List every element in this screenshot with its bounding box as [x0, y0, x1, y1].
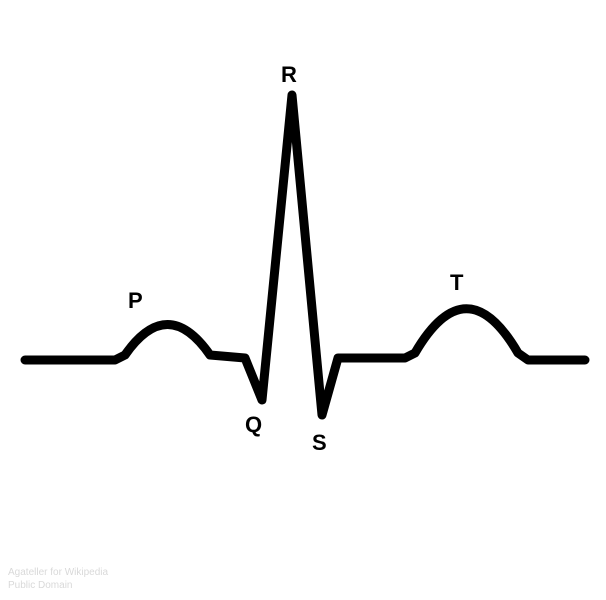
- ecg-waveform: [0, 0, 606, 600]
- ecg-diagram: P Q R S T Agateller for Wikipedia Public…: [0, 0, 606, 600]
- label-p: P: [128, 288, 143, 314]
- credit-line-2: Public Domain: [8, 580, 108, 593]
- credit-line-1: Agateller for Wikipedia: [8, 567, 108, 580]
- label-r: R: [281, 62, 297, 88]
- label-q: Q: [245, 412, 262, 438]
- label-t: T: [450, 270, 463, 296]
- label-s: S: [312, 430, 327, 456]
- credit-text: Agateller for Wikipedia Public Domain: [8, 567, 108, 592]
